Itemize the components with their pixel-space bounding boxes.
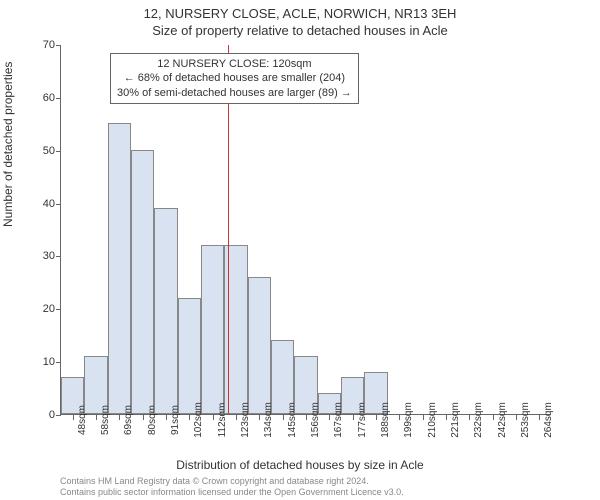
y-axis-label: Number of detached properties — [1, 62, 15, 227]
histogram-bar — [201, 245, 224, 414]
histogram-bar — [178, 298, 201, 414]
x-tick-label: 199sqm — [403, 402, 414, 438]
x-tick — [143, 415, 144, 420]
x-tick — [423, 415, 424, 420]
info-line3: 30% of semi-detached houses are larger (… — [117, 86, 352, 100]
x-tick — [259, 415, 260, 420]
y-tick-label: 30 — [43, 250, 55, 262]
x-axis-label: Distribution of detached houses by size … — [0, 458, 600, 472]
histogram-bar — [248, 277, 271, 414]
footer-line2: Contains public sector information licen… — [60, 487, 404, 498]
info-line2: ← 68% of detached houses are smaller (20… — [117, 71, 352, 85]
x-tick — [376, 415, 377, 420]
x-tick-label: 253sqm — [520, 402, 531, 438]
x-tick — [353, 415, 354, 420]
y-tick — [56, 151, 61, 152]
info-line1: 12 NURSERY CLOSE: 120sqm — [117, 57, 352, 71]
histogram-bar — [131, 150, 154, 414]
x-tick — [329, 415, 330, 420]
x-tick — [539, 415, 540, 420]
x-tick-label: 188sqm — [380, 402, 391, 438]
y-tick — [56, 415, 61, 416]
y-tick-label: 0 — [49, 409, 55, 421]
y-tick-label: 10 — [43, 356, 55, 368]
x-tick-label: 221sqm — [450, 402, 461, 438]
footer-attribution: Contains HM Land Registry data © Crown c… — [60, 476, 404, 498]
x-tick — [306, 415, 307, 420]
y-tick — [56, 309, 61, 310]
y-tick-label: 20 — [43, 303, 55, 315]
histogram-bar — [108, 123, 131, 414]
y-tick — [56, 45, 61, 46]
x-tick-label: 242sqm — [497, 402, 508, 438]
x-tick — [166, 415, 167, 420]
x-tick-label: 232sqm — [473, 402, 484, 438]
chart-container: 01020304050607048sqm58sqm69sqm80sqm91sqm… — [60, 45, 550, 415]
y-tick — [56, 362, 61, 363]
x-tick — [236, 415, 237, 420]
x-tick — [516, 415, 517, 420]
x-tick — [189, 415, 190, 420]
y-tick — [56, 98, 61, 99]
y-tick-label: 50 — [43, 145, 55, 157]
x-tick — [119, 415, 120, 420]
x-tick — [446, 415, 447, 420]
x-tick — [469, 415, 470, 420]
x-tick — [399, 415, 400, 420]
y-tick — [56, 204, 61, 205]
info-box: 12 NURSERY CLOSE: 120sqm ← 68% of detach… — [110, 53, 359, 104]
x-tick-label: 264sqm — [543, 402, 554, 438]
x-tick — [73, 415, 74, 420]
chart-title-sub: Size of property relative to detached ho… — [0, 23, 600, 38]
y-tick-label: 40 — [43, 198, 55, 210]
y-tick — [56, 256, 61, 257]
x-tick — [96, 415, 97, 420]
y-tick-label: 70 — [43, 39, 55, 51]
chart-title-main: 12, NURSERY CLOSE, ACLE, NORWICH, NR13 3… — [0, 6, 600, 21]
histogram-bar — [154, 208, 177, 414]
y-tick-label: 60 — [43, 92, 55, 104]
x-tick — [213, 415, 214, 420]
footer-line1: Contains HM Land Registry data © Crown c… — [60, 476, 404, 487]
x-tick — [493, 415, 494, 420]
x-tick-label: 210sqm — [427, 402, 438, 438]
x-tick — [283, 415, 284, 420]
